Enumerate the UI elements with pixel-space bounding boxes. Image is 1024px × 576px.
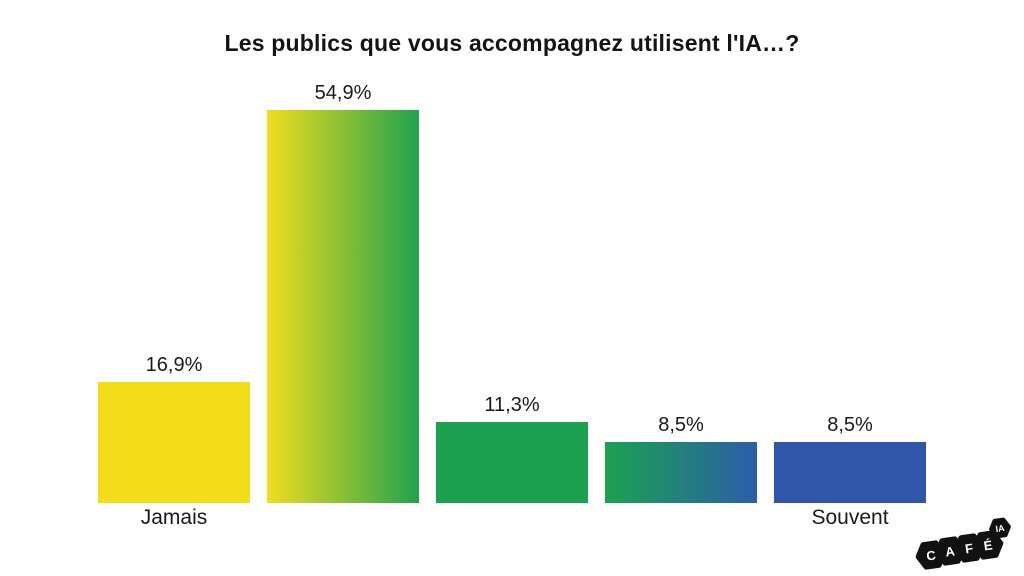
logo-letter: A <box>944 543 956 559</box>
bar <box>267 110 419 503</box>
bar-value-label: 16,9% <box>145 354 203 376</box>
logo-letter: F <box>964 541 974 557</box>
bar-value-label: 54,9% <box>314 82 372 104</box>
bar-chart: 16,9% Jamais 54,9% 11,3% 8,5% 8,5% Souvent <box>98 73 926 529</box>
bar-group: 11,3% <box>436 394 588 503</box>
bar-group: 54,9% <box>267 82 419 503</box>
bar-group: 8,5% Souvent <box>774 414 926 529</box>
bar <box>98 382 250 503</box>
logo-letter: É <box>983 537 994 553</box>
bar-value-label: 11,3% <box>484 394 540 416</box>
logo-letter: C <box>925 547 937 563</box>
logo-badge-text: IA <box>995 523 1006 534</box>
bar <box>605 442 757 503</box>
bar-category-label: Jamais <box>140 506 208 529</box>
bar-value-label: 8,5% <box>827 414 873 436</box>
bar-category-label: Souvent <box>811 506 889 529</box>
chart-title: Les publics que vous accompagnez utilise… <box>224 30 800 56</box>
bar-value-label: 8,5% <box>658 414 704 436</box>
logo-ia-badge: IA <box>989 517 1011 539</box>
cafe-ia-logo: C A F É IA <box>915 517 1011 570</box>
bar <box>436 422 588 503</box>
bar-group: 8,5% <box>605 414 757 503</box>
bar <box>774 442 926 503</box>
bar-group: 16,9% Jamais <box>98 354 250 529</box>
